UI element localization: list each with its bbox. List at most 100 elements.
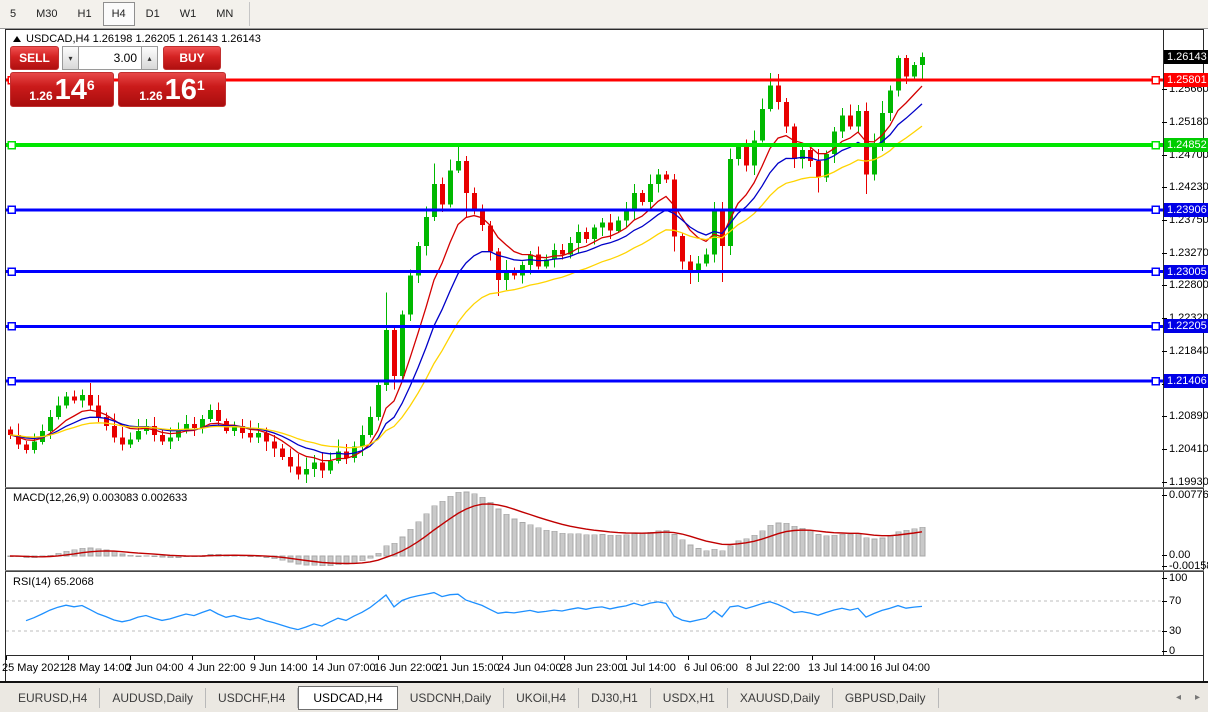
candle-body — [832, 131, 837, 154]
macd-bar — [751, 534, 758, 557]
macd-bar — [71, 549, 78, 557]
macd-bar — [487, 502, 494, 557]
macd-bar — [159, 555, 166, 558]
macd-plot[interactable] — [6, 489, 1163, 570]
time-tick — [502, 656, 503, 660]
timeframe-button-5[interactable]: 5 — [10, 8, 17, 20]
macd-bar — [471, 493, 478, 557]
hline-handle[interactable] — [7, 140, 16, 150]
macd-bar — [639, 532, 646, 557]
timeframe-button-h1[interactable]: H1 — [77, 8, 92, 20]
macd-label: MACD(12,26,9) 0.003083 0.002633 — [13, 492, 188, 504]
macd-bar — [591, 534, 598, 557]
macd-bar — [727, 545, 734, 557]
candle-body — [184, 423, 189, 431]
macd-bar — [543, 529, 550, 557]
chart-tab-usdcnh[interactable]: USDCNH,Daily — [398, 687, 505, 708]
tab-scroll-left-icon[interactable]: ◂ — [1175, 692, 1181, 703]
volume-input[interactable] — [79, 46, 141, 70]
hline-handle[interactable] — [7, 376, 16, 386]
candle-body — [864, 110, 869, 175]
chart-tab-usdx[interactable]: USDX,H1 — [651, 687, 728, 708]
level-price-box: 1.23906 — [1164, 203, 1208, 217]
hline-handle[interactable] — [1151, 376, 1160, 386]
timeframe-button-w1[interactable]: W1 — [179, 8, 197, 20]
hline-handle[interactable] — [7, 205, 16, 215]
hline-handle[interactable] — [1151, 140, 1160, 150]
candle-body — [32, 441, 37, 450]
macd-bar — [527, 524, 534, 557]
price-tick-label: 1.19930 — [1162, 476, 1208, 489]
volume-increase-button[interactable]: ▴ — [141, 46, 158, 70]
candle-body — [728, 158, 733, 246]
sell-button[interactable]: SELL — [10, 46, 59, 70]
macd-bar — [631, 533, 638, 557]
rsi-scale-30: 30 — [1162, 625, 1181, 638]
candle-body — [472, 193, 477, 209]
level-price-box: 1.25801 — [1164, 73, 1208, 87]
timeframe-button-h4[interactable]: H4 — [102, 2, 135, 26]
time-tick — [68, 656, 69, 660]
macd-bar — [783, 522, 790, 557]
chart-tab-usdcad[interactable]: USDCAD,H4 — [298, 685, 398, 710]
candle-body — [896, 58, 901, 91]
volume-decrease-button[interactable]: ▾ — [62, 46, 79, 70]
candle-body — [400, 314, 405, 376]
chart-tab-dj30[interactable]: DJ30,H1 — [579, 687, 651, 708]
candle-body — [640, 193, 645, 202]
candle-body — [384, 330, 389, 385]
macd-bar — [759, 530, 766, 557]
chart-tab-gbpusd[interactable]: GBPUSD,Daily — [833, 687, 939, 708]
rsi-plot[interactable] — [6, 573, 1163, 655]
macd-bar — [399, 536, 406, 557]
macd-scale-bottom: -0.001584 — [1162, 560, 1208, 573]
timeframe-button-m30[interactable]: M30 — [36, 8, 58, 20]
chart-header[interactable]: USDCAD,H4 1.26198 1.26205 1.26143 1.2614… — [13, 33, 261, 45]
macd-rsi-separator[interactable] — [5, 570, 1204, 572]
macd-bar — [415, 521, 422, 557]
symbol-expand-icon[interactable] — [13, 36, 21, 42]
sell-price-display[interactable]: 1.26 14 6 — [10, 72, 114, 107]
candle-body — [496, 251, 501, 281]
timeframe-button-d1[interactable]: D1 — [145, 8, 160, 20]
time-tick — [6, 656, 7, 660]
price-tick-label: 1.23750 — [1162, 214, 1208, 227]
candle-body — [544, 259, 549, 267]
candle-body — [920, 56, 925, 65]
candle-body — [200, 419, 205, 428]
hline-handle[interactable] — [1151, 205, 1160, 215]
candle-body — [688, 261, 693, 274]
time-label: 16 Jun 22:00 — [374, 662, 438, 674]
macd-bar — [671, 534, 678, 557]
hline-handle[interactable] — [1151, 322, 1160, 331]
chart-tab-audusd[interactable]: AUDUSD,Daily — [100, 687, 207, 708]
chart-tab-usdchf[interactable]: USDCHF,H4 — [206, 687, 299, 708]
chart-tab-xauusd[interactable]: XAUUSD,Daily — [728, 687, 833, 708]
candle-body — [656, 174, 661, 185]
buy-button[interactable]: BUY — [163, 46, 221, 70]
candle-body — [208, 410, 213, 420]
hline-handle[interactable] — [1151, 267, 1160, 276]
timeframe-button-mn[interactable]: MN — [216, 8, 234, 20]
hline-handle[interactable] — [7, 267, 16, 276]
macd-bar — [599, 534, 606, 557]
candle-body — [736, 147, 741, 159]
hline-handle[interactable] — [7, 322, 16, 331]
macd-bar — [775, 522, 782, 557]
main-chart-plot[interactable] — [6, 30, 1163, 487]
chart-tab-eurusd[interactable]: EURUSD,H4 — [6, 687, 101, 708]
tab-scroll-right-icon[interactable]: ▸ — [1194, 692, 1200, 703]
rsi-line — [25, 591, 923, 631]
buy-price-display[interactable]: 1.26 16 1 — [118, 72, 226, 107]
candle-body — [848, 115, 853, 127]
hline-handle[interactable] — [1151, 75, 1160, 85]
time-tick — [130, 656, 131, 660]
toolbar-separator — [249, 2, 251, 26]
macd-bar — [743, 538, 750, 557]
macd-bar — [135, 555, 142, 557]
macd-bar — [663, 530, 670, 557]
chart-tab-ukoil[interactable]: UKOil,H4 — [504, 687, 580, 708]
ma-line-14 — [9, 103, 923, 455]
time-label: 25 May 2021 — [2, 662, 66, 674]
main-macd-separator[interactable] — [5, 487, 1204, 489]
